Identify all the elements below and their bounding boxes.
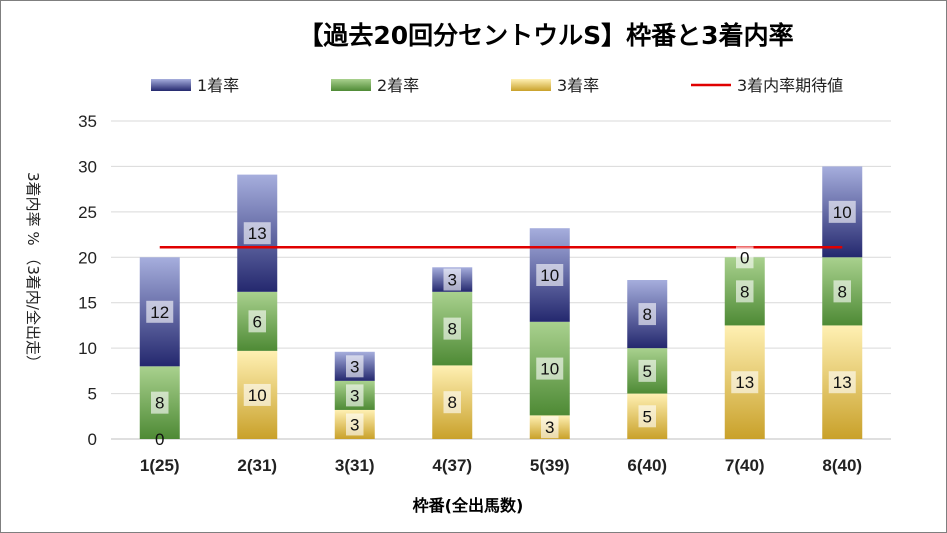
y-axis-title: 3着内率 % （3着内/全出走） <box>24 172 42 370</box>
data-label: 10 <box>540 266 559 285</box>
data-label: 0 <box>740 248 749 267</box>
data-label: 8 <box>448 393 457 412</box>
data-label: 6 <box>253 312 262 331</box>
data-label-bg <box>541 416 559 439</box>
data-label-bg <box>536 357 564 380</box>
data-label-bg <box>638 303 656 326</box>
data-label: 5 <box>643 362 652 381</box>
data-label: 8 <box>740 282 749 301</box>
data-label-bg <box>443 391 461 414</box>
x-tick-label: 6(40) <box>627 456 667 475</box>
data-label-bg <box>146 300 174 323</box>
data-label: 8 <box>838 282 847 301</box>
y-tick-label: 35 <box>78 112 97 131</box>
chart-title: 【過去20回分セントウルS】枠番と3着内率 <box>298 21 793 50</box>
data-label: 0 <box>155 430 164 449</box>
data-label: 3 <box>350 415 359 434</box>
x-tick-label: 4(37) <box>432 456 472 475</box>
data-label-bg <box>833 280 851 303</box>
data-label: 10 <box>540 360 559 379</box>
y-tick-label: 15 <box>78 294 97 313</box>
y-tick-label: 10 <box>78 339 97 358</box>
legend-label: 2着率 <box>377 76 419 95</box>
legend-label: 3着内率期待値 <box>737 76 843 95</box>
legend-swatch <box>151 79 191 91</box>
data-label-bg <box>151 391 169 414</box>
y-tick-label: 5 <box>88 385 97 404</box>
x-axis-ticks: 1(25) 2(31) 3(31) 4(37) 5(39) 6(40) 7(40) 8(40) <box>140 456 862 475</box>
data-label-bg <box>346 413 364 436</box>
gridlines <box>111 120 891 440</box>
data-label-bg <box>443 317 461 340</box>
x-tick-label: 3(31) <box>335 456 375 475</box>
data-label-bg <box>731 371 759 394</box>
data-label-bg <box>736 246 754 269</box>
data-label: 10 <box>248 386 267 405</box>
data-label-bg <box>638 405 656 428</box>
data-label-bg <box>346 355 364 378</box>
data-label: 13 <box>248 224 267 243</box>
data-label: 12 <box>150 303 169 322</box>
data-label: 3 <box>350 386 359 405</box>
data-label-bg <box>248 310 266 333</box>
legend: 1着率 2着率 3着率 3着内率期待値 <box>151 76 843 95</box>
data-label: 3 <box>448 271 457 290</box>
legend-swatch <box>511 79 551 91</box>
legend-label: 3着率 <box>557 76 599 95</box>
data-label: 5 <box>643 407 652 426</box>
x-tick-label: 8(40) <box>822 456 862 475</box>
data-label: 3 <box>545 418 554 437</box>
y-tick-label: 20 <box>78 248 97 267</box>
data-label: 8 <box>643 305 652 324</box>
data-label: 3 <box>350 357 359 376</box>
data-label-bg <box>736 280 754 303</box>
data-label-bg <box>536 264 564 287</box>
data-label: 13 <box>735 373 754 392</box>
x-tick-label: 1(25) <box>140 456 180 475</box>
y-tick-label: 30 <box>78 157 97 176</box>
data-label: 8 <box>155 394 164 413</box>
y-tick-label: 0 <box>88 430 97 449</box>
data-label-bg <box>828 371 856 394</box>
x-tick-label: 5(39) <box>530 456 570 475</box>
x-tick-label: 2(31) <box>237 456 277 475</box>
y-axis-ticks: 0 5 10 15 20 25 30 35 <box>78 112 97 449</box>
data-label-bg <box>828 200 856 223</box>
x-tick-label: 7(40) <box>725 456 765 475</box>
data-label: 10 <box>833 203 852 222</box>
y-tick-label: 25 <box>78 203 97 222</box>
data-label: 8 <box>448 320 457 339</box>
data-label-bg <box>638 359 656 382</box>
data-labels: 0 8 12 10 6 13 3 3 3 8 8 3 3 10 10 5 5 8 13 8 0 13 8 10 <box>146 200 856 449</box>
data-label: 13 <box>833 373 852 392</box>
data-label-bg <box>443 268 461 291</box>
x-axis-title: 枠番(全出馬数) <box>413 496 524 515</box>
data-label-bg <box>346 384 364 407</box>
legend-swatch <box>331 79 371 91</box>
data-label-bg <box>243 383 271 406</box>
data-label-bg <box>243 222 271 245</box>
legend-label: 1着率 <box>197 76 239 95</box>
